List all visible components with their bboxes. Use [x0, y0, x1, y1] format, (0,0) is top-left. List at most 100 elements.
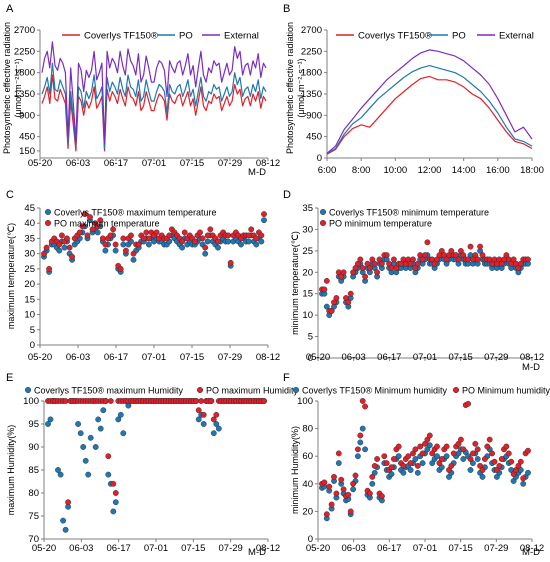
legend-label: PO maximum Humidity	[206, 386, 299, 396]
y-tick-label: 900	[19, 110, 35, 121]
y-tick-label: 10	[24, 310, 35, 321]
data-point-red	[89, 226, 96, 233]
x-tick-label: 07-29	[218, 352, 242, 363]
data-point-red	[503, 443, 510, 450]
data-point-blue	[407, 467, 414, 473]
y-axis-label-line2: (μmol·m⁻²·s⁻¹)	[13, 58, 23, 117]
x-tick-label: 08-12	[520, 543, 544, 554]
data-point-red	[328, 307, 335, 314]
data-point-red	[130, 250, 137, 257]
data-point-blue	[57, 471, 64, 478]
x-tick-label: 06-17	[107, 543, 131, 554]
data-point-red	[496, 462, 503, 469]
data-point-red	[371, 260, 378, 267]
data-point-red	[455, 256, 462, 263]
data-point-blue	[261, 217, 267, 224]
data-point-red	[197, 229, 203, 236]
x-tick-label: 07-15	[181, 543, 205, 554]
data-point-blue	[112, 499, 119, 506]
data-point-red	[400, 462, 407, 469]
data-point-red	[120, 235, 127, 242]
data-point-blue	[238, 241, 244, 248]
data-point-red	[41, 250, 47, 257]
data-point-red	[340, 486, 347, 493]
data-point-red	[43, 244, 50, 251]
data-point-blue	[195, 416, 202, 423]
data-point-red	[450, 450, 457, 457]
y-axis-label-line1: Photosynthetic effective radiation	[285, 22, 295, 154]
data-point-red	[321, 479, 328, 486]
data-point-blue	[213, 421, 220, 427]
y-tick-label: 5	[30, 325, 35, 336]
data-point-red	[195, 407, 202, 414]
data-point-blue	[179, 244, 186, 251]
data-point-red	[102, 398, 109, 404]
data-point-red	[374, 456, 380, 462]
data-point-red	[345, 491, 352, 498]
data-point-red	[107, 232, 114, 239]
data-point-blue	[115, 416, 122, 423]
legend-label: Coverlys TF150® maximum temperature	[54, 208, 217, 218]
panel-letter: B	[283, 3, 290, 15]
data-point-blue	[335, 460, 342, 466]
data-point-blue	[47, 416, 54, 423]
y-tick-label: 45	[24, 203, 35, 214]
data-point-blue	[92, 444, 99, 450]
legend-label: External	[224, 31, 259, 42]
x-tick-label: 05-20	[306, 352, 330, 363]
data-point-red	[525, 256, 531, 263]
x-tick-label: 07-15	[180, 352, 204, 363]
x-tick-label: 06-03	[66, 158, 90, 169]
data-point-red	[323, 277, 330, 284]
data-point-blue	[120, 241, 127, 248]
series-line-blue	[326, 64, 533, 155]
x-tick-label: 06-03	[342, 543, 366, 554]
data-point-blue	[215, 425, 222, 432]
data-point-red	[443, 443, 450, 450]
x-tick-label: 07-29	[484, 352, 508, 363]
y-tick-label: 1800	[301, 68, 322, 79]
data-point-red	[381, 453, 388, 460]
y-tick-label: 25	[24, 264, 35, 275]
data-point-red	[208, 398, 215, 404]
data-point-red	[438, 456, 445, 462]
data-point-red	[383, 460, 390, 466]
x-tick-label: 07-15	[449, 352, 473, 363]
x-tick-label: 8:00	[352, 165, 371, 176]
data-point-red	[362, 273, 368, 280]
data-point-red	[484, 443, 491, 450]
data-point-blue	[120, 430, 127, 437]
y-tick-label: 95	[28, 419, 39, 430]
x-tick-label: 06-03	[69, 543, 93, 554]
y-tick-label: 20	[302, 506, 313, 517]
data-point-red	[110, 226, 117, 233]
legend-label: Coverlys TF150®	[84, 31, 158, 42]
x-tick-label: 12:00	[418, 165, 442, 176]
data-point-red	[354, 446, 361, 453]
y-axis-label: maximum temperature(℃)	[6, 223, 16, 329]
data-point-blue	[525, 469, 531, 476]
y-axis-label: Photosynthetic effective radiation(μmol·…	[285, 22, 306, 154]
y-tick-label: 150	[19, 146, 35, 157]
legend-label: Coverlys TF150® maximum Humidity	[34, 386, 183, 396]
data-point-red	[245, 232, 252, 239]
y-tick-label: 40	[24, 218, 35, 229]
data-point-red	[323, 511, 330, 518]
data-point-red	[388, 464, 395, 471]
y-tick-label: 90	[28, 442, 39, 453]
legend-label: Coverlys TF150® Minimum humidity	[302, 386, 448, 396]
y-tick-label: 0	[317, 153, 322, 164]
data-point-red	[199, 235, 206, 242]
data-point-blue	[419, 460, 426, 466]
data-point-blue	[225, 238, 232, 245]
data-point-red	[366, 265, 373, 271]
data-point-red	[520, 475, 527, 482]
data-point-red	[112, 241, 119, 248]
legend-label: External	[499, 31, 534, 42]
x-tick-label: 10:00	[383, 165, 407, 176]
data-point-red	[350, 480, 356, 487]
y-axis-label-line2: (μmol·m⁻²·s⁻¹)	[296, 58, 306, 117]
data-point-red	[434, 443, 440, 450]
data-point-red	[261, 398, 267, 404]
series-line-purple	[326, 49, 533, 154]
